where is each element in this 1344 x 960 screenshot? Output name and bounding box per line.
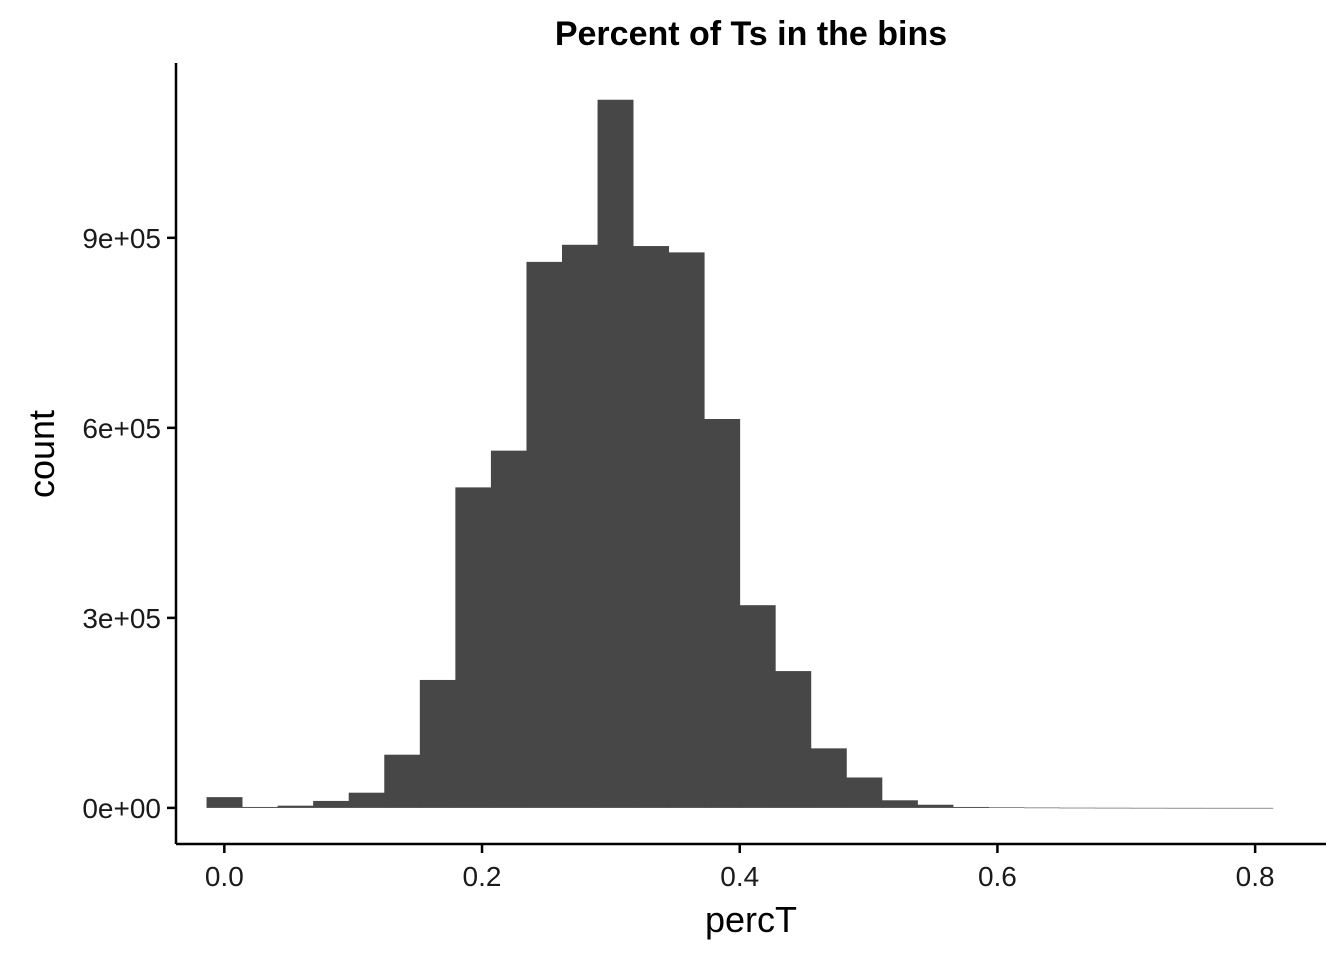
histogram-bar (810, 748, 847, 808)
histogram-bar (775, 671, 812, 808)
histogram-bar (633, 246, 670, 808)
x-tick-label: 0.0 (205, 861, 244, 892)
histogram-bar (490, 450, 527, 808)
histogram-bar (952, 806, 989, 808)
histogram-bar (242, 806, 279, 808)
histogram-bars (206, 99, 1274, 809)
histogram-bar (561, 244, 598, 808)
histogram-bar (1130, 807, 1167, 809)
x-tick-label: 0.4 (720, 861, 759, 892)
x-tick-label: 0.2 (463, 861, 502, 892)
x-tick-label: 0.8 (1236, 861, 1275, 892)
histogram-bar (917, 804, 954, 808)
histogram-bar (1201, 807, 1238, 809)
histogram-bar (739, 605, 776, 808)
histogram-bar (988, 807, 1025, 808)
histogram-bar (1166, 807, 1203, 809)
histogram-bar (313, 800, 350, 808)
x-tick-label: 0.6 (978, 861, 1017, 892)
y-tick-label: 9e+05 (82, 223, 161, 254)
histogram-bar (419, 679, 456, 808)
histogram-bar (1237, 807, 1274, 809)
histogram-bar (1024, 807, 1061, 809)
histogram-bar (1095, 807, 1132, 809)
y-tick-label: 6e+05 (82, 413, 161, 444)
x-axis-title: percT (705, 899, 797, 940)
y-axis-title: count (21, 410, 62, 498)
histogram-bar (846, 777, 883, 808)
histogram-bar (597, 99, 634, 808)
histogram-bar (526, 261, 563, 808)
histogram-bar (881, 800, 918, 808)
x-axis-ticks: 0.0 0.2 0.4 0.6 0.8 (205, 844, 1275, 892)
histogram-bar (668, 252, 705, 808)
histogram-bar (384, 754, 421, 808)
histogram-bar (206, 797, 243, 808)
chart-title: Percent of Ts in the bins (555, 15, 947, 53)
y-axis-ticks: 0e+00 3e+05 6e+05 9e+05 (82, 223, 176, 824)
y-tick-label: 0e+00 (82, 793, 161, 824)
histogram-bar (704, 418, 741, 808)
histogram-bar (348, 792, 385, 808)
histogram-bar (455, 487, 492, 808)
histogram-bar (1059, 807, 1096, 809)
y-tick-label: 3e+05 (82, 603, 161, 634)
histogram-bar (277, 805, 314, 808)
